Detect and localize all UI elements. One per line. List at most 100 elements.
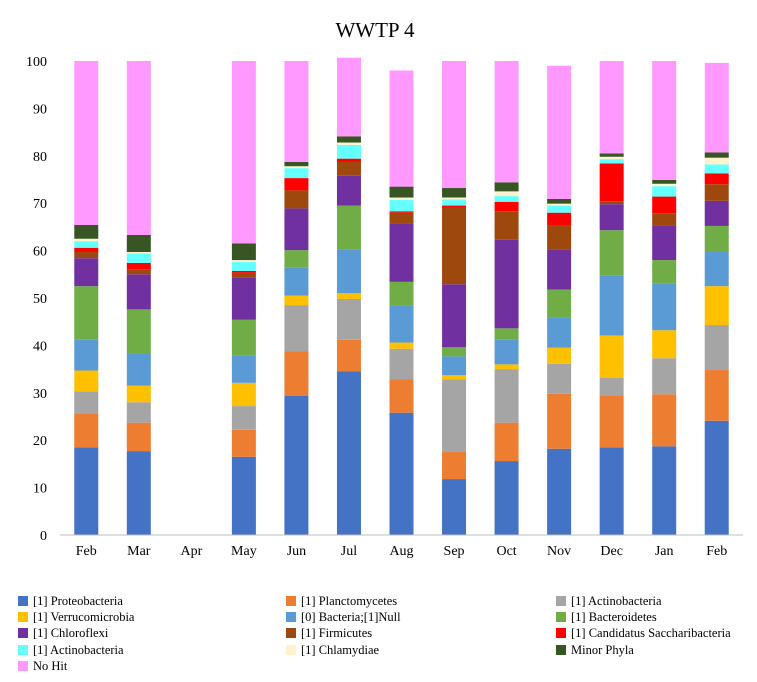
legend-item: [1] Planctomycetes (286, 594, 397, 608)
bar-segment (652, 358, 677, 395)
bar-segment (336, 158, 361, 162)
bar-segment (494, 422, 519, 462)
bar-segment (126, 402, 151, 423)
bar-segment (284, 267, 309, 296)
bar-segment (284, 351, 309, 396)
y-tick-label: 20 (33, 434, 47, 449)
x-tick-label: Aug (389, 544, 413, 559)
legend-item: No Hit (18, 659, 67, 673)
bar-segment (231, 270, 256, 273)
bar-segment (74, 258, 99, 287)
bar-segment (336, 371, 361, 535)
x-tick-label: Mar (127, 544, 151, 559)
bar-segment (442, 61, 467, 189)
bar-segment (494, 461, 519, 535)
legend-swatch (286, 596, 296, 606)
bar-segment (704, 184, 729, 201)
bar-segment (442, 284, 467, 348)
legend-item: [0] Bacteria;[1]Null (286, 610, 401, 624)
legend-item: Minor Phyla (556, 643, 634, 657)
legend-item: [1] Proteobacteria (18, 594, 123, 608)
bar-segment (652, 186, 677, 197)
x-tick-label: Nov (547, 544, 571, 559)
bar-segment (336, 136, 361, 143)
bar-segment (652, 283, 677, 331)
bar-segment (74, 225, 99, 239)
bar-segment (704, 173, 729, 185)
bar-segment (599, 163, 624, 202)
bar-segment (442, 452, 467, 480)
y-tick-label: 70 (33, 197, 47, 212)
bar-segment (389, 197, 414, 200)
x-tick-label: Feb (76, 544, 97, 559)
x-tick-label: Feb (706, 544, 727, 559)
bar-segment (652, 213, 677, 226)
legend-label: [1] Planctomycetes (301, 594, 398, 608)
bar-segment (389, 223, 414, 282)
legend-label: [1] Actinobacteria (571, 594, 662, 608)
chart-title: WWTP 4 (335, 18, 415, 42)
bar-segment (284, 161, 309, 167)
bar-segment (74, 391, 99, 414)
bar-segment (284, 168, 309, 179)
y-tick-label: 100 (26, 55, 47, 70)
bar-segment (547, 289, 572, 318)
bar-segment (126, 234, 151, 253)
x-axis: Feb Mar Apr May Jun Jul Aug Sep Oct Nov Dec Jan Feb (60, 534, 743, 559)
bar-segment (336, 249, 361, 294)
bar-segment (652, 225, 677, 261)
bar-segment (336, 142, 361, 145)
bar-segment (547, 448, 572, 535)
bar-segment (652, 196, 677, 214)
bar-segment (336, 339, 361, 372)
legend-swatch (286, 612, 296, 623)
bar-segment (389, 342, 414, 349)
bar-segment (442, 188, 467, 198)
bar-segment (442, 205, 467, 208)
bar-segment (599, 275, 624, 336)
y-tick-label: 0 (40, 529, 47, 544)
bar-segment (599, 395, 624, 448)
bar-segment (336, 57, 361, 137)
bar-segment (389, 199, 414, 212)
bar-segment (599, 61, 624, 154)
legend-item: [1] Candidatus Saccharibacteria (556, 626, 731, 640)
bar-segment (74, 370, 99, 392)
bar-segment (336, 298, 361, 340)
x-tick-label: May (231, 544, 257, 559)
bar-segment (389, 348, 414, 380)
bar-segment (231, 243, 256, 261)
y-tick-label: 50 (33, 292, 47, 307)
bar-segment (547, 198, 572, 204)
bar-segment (336, 175, 361, 206)
bar-segment (336, 205, 361, 250)
bar-segment (494, 369, 519, 423)
legend-label: [1] Firmicutes (301, 626, 373, 641)
bar-segment (494, 364, 519, 370)
legend-item: [1] Bacteroidetes (556, 610, 657, 624)
bar-segment (231, 272, 256, 278)
bar-segment (442, 199, 467, 206)
y-tick-label: 10 (33, 482, 47, 497)
bar-segment (389, 212, 414, 224)
legend-label: [0] Bacteria;[1]Null (301, 610, 401, 625)
legend-swatch (556, 596, 566, 606)
bar-segment (389, 281, 414, 306)
legend-item: [1] Firmicutes (286, 626, 372, 640)
legend-label: Minor Phyla (571, 642, 634, 657)
legend-swatch (286, 628, 296, 639)
bar-segment (547, 317, 572, 348)
bar-segment (599, 230, 624, 276)
bar-segment (126, 269, 151, 275)
legend-item: [1] Actinobacteria (556, 594, 662, 608)
bar-segment (494, 211, 519, 240)
bar-segment (547, 65, 572, 199)
bar-segment (599, 156, 624, 160)
bar-segment (74, 447, 99, 535)
legend-item: [1] Chloroflexi (18, 626, 108, 640)
bar-segment (442, 207, 467, 285)
legend-label: No Hit (33, 658, 68, 673)
y-tick-label: 40 (33, 339, 47, 354)
legend-item: [1] Verrucomicrobia (18, 610, 134, 624)
bar-segment (442, 375, 467, 380)
